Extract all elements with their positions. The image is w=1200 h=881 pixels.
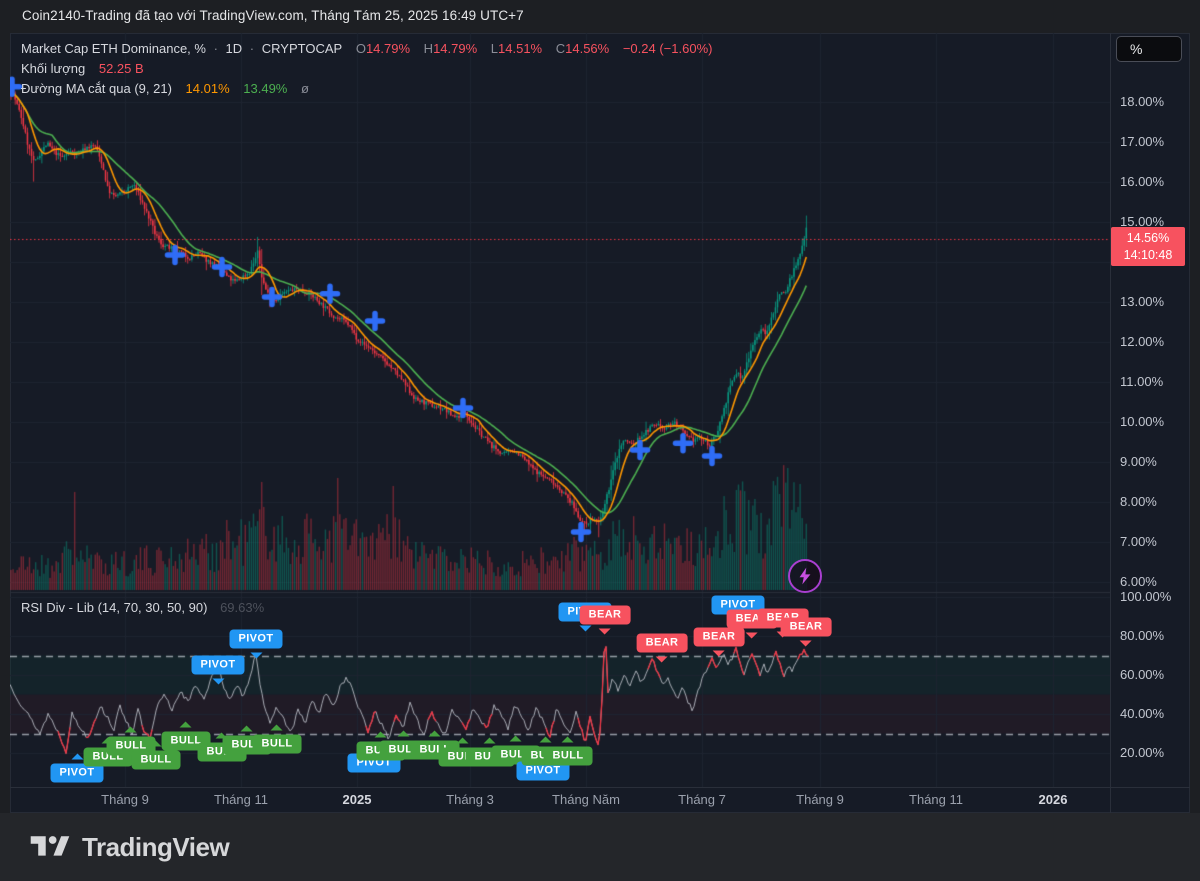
last-price-value: 14.56% [1126,231,1170,245]
signal-label-pivot: PIVOT [516,761,570,781]
tradingview-logo[interactable]: TradingView [30,831,230,863]
separator-dot: · [213,41,218,56]
price-tick: 15.00% [1120,213,1165,229]
rsi-tick: 40.00% [1120,706,1165,721]
close-value: 14.56% [565,41,610,56]
percent-unit-label: % [1130,41,1143,57]
time-tick: 2026 [1038,792,1068,807]
ma-suffix: ø [300,81,309,96]
signal-label-bear: BEAR [693,627,745,647]
open-value: 14.79% [365,41,411,56]
signal-label-bull: BULL [131,750,181,770]
time-tick: Tháng 11 [909,792,963,807]
rsi-value: 69.63% [220,600,265,615]
attribution-text: Coin2140-Trading đã tạo với TradingView.… [22,8,524,23]
symbol-title: Market Cap ETH Dominance, % [21,41,206,56]
open-key: O [355,41,366,56]
price-tick: 16.00% [1120,173,1165,189]
signal-label-pivot: PIVOT [50,763,104,783]
time-tick: Tháng 3 [446,792,494,807]
lightning-icon [788,559,822,593]
price-tick: 7.00% [1120,534,1157,550]
price-tick: 11.00% [1120,373,1164,389]
price-tick: 10.00% [1120,413,1165,429]
price-tick: 6.00% [1120,574,1157,590]
legend-row-symbol[interactable]: Market Cap ETH Dominance, % · 1D · CRYPT… [21,39,712,59]
price-tick: 18.00% [1120,93,1165,109]
rsi-tick: 100.00% [1120,589,1172,604]
separator-dot: · [249,41,255,56]
ma-fast-value: 14.01% [185,81,230,96]
legend-row-ma-cross[interactable]: Đường MA cắt qua (9, 21) 14.01% 13.49% ø [21,79,712,99]
last-price-label: 14.56% 14:10:48 [1111,227,1185,266]
tradingview-logo-icon [30,836,70,856]
high-value: 14.79% [433,41,478,56]
time-axis-separator [10,787,1190,788]
price-tick: 12.00% [1120,333,1165,349]
time-tick: Tháng 7 [678,792,726,807]
ma-cross-label: Đường MA cắt qua (9, 21) [21,81,172,96]
rsi-legend-row[interactable]: RSI Div - Lib (14, 70, 30, 50, 90) 69.63… [21,600,264,615]
bar-countdown: 14:10:48 [1123,247,1173,262]
price-chart-canvas[interactable] [10,33,1110,787]
signal-label-pivot: PIVOT [191,655,245,675]
chart-legend: Market Cap ETH Dominance, % · 1D · CRYPT… [21,39,712,99]
lightning-bolt-glyph [799,567,811,585]
signal-label-bear: BEAR [636,633,688,653]
time-tick: Tháng Năm [552,792,620,807]
price-tick: 9.00% [1120,453,1157,469]
low-key: L [490,41,499,56]
volume-label: Khối lượng [21,61,86,76]
price-axis-separator [1110,33,1111,813]
rsi-tick: 60.00% [1120,667,1165,682]
close-key: C [555,41,566,56]
price-scale-unit-button[interactable]: % [1116,36,1182,62]
volume-value: 52.25 B [98,61,144,76]
interval-label: 1D [225,41,243,56]
tradingview-logo-text: TradingView [82,831,230,862]
ma-slow-value: 13.49% [243,81,288,96]
signal-label-bear: BEAR [579,605,631,625]
price-tick: 13.00% [1120,293,1165,309]
low-value: 14.51% [498,41,543,56]
time-tick: Tháng 9 [101,792,149,807]
price-tick: 8.00% [1120,494,1157,509]
time-tick: Tháng 11 [214,792,268,807]
rsi-tick: 80.00% [1120,628,1165,643]
legend-row-volume[interactable]: Khối lượng 52.25 B [21,59,712,79]
exchange-label: CRYPTOCAP [261,41,343,56]
signal-label-bear: BEAR [780,617,832,637]
rsi-title: RSI Div - Lib (14, 70, 30, 50, 90) [21,600,208,615]
time-tick: Tháng 9 [796,792,844,807]
rsi-tick: 20.00% [1120,745,1165,760]
change-value: −0.24 (−1.60%) [622,41,713,56]
signal-label-bull: BULL [252,734,302,754]
footer-bar: TradingView [0,813,1200,881]
high-key: H [423,41,434,56]
price-tick: 17.00% [1120,133,1165,149]
time-tick: 2025 [342,792,372,807]
signal-label-bull: BULL [543,746,593,766]
signal-label-pivot: PIVOT [229,629,283,649]
